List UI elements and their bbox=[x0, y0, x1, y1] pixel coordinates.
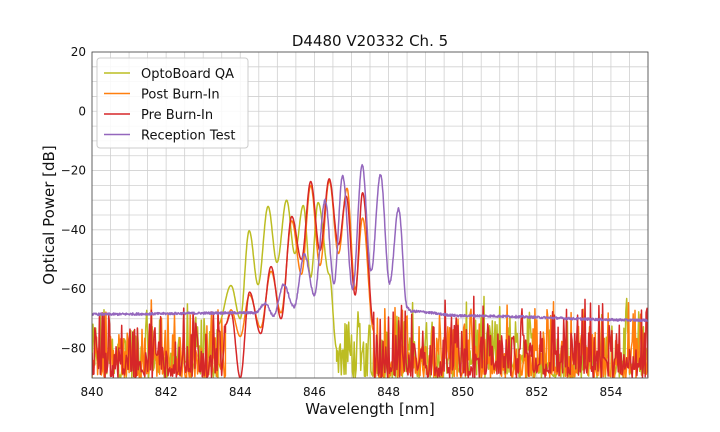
y-tick-label: −60 bbox=[61, 282, 86, 296]
x-axis-label: Wavelength [nm] bbox=[305, 400, 435, 418]
x-tick-label: 854 bbox=[599, 385, 622, 399]
legend: OptoBoard QA Post Burn-In Pre Burn-In Recep… bbox=[96, 57, 249, 149]
x-tick-label: 846 bbox=[303, 385, 326, 399]
legend-label: OptoBoard QA bbox=[141, 67, 234, 82]
x-tick-label: 850 bbox=[451, 385, 474, 399]
legend-label: Reception Test bbox=[141, 129, 235, 144]
x-tick-label: 852 bbox=[525, 385, 548, 399]
x-tick-label: 848 bbox=[377, 385, 400, 399]
plot-frame bbox=[91, 51, 649, 379]
legend-label: Post Burn-In bbox=[141, 88, 220, 103]
x-tick-label: 842 bbox=[155, 385, 178, 399]
series-line-reception-test bbox=[92, 163, 648, 323]
y-tick-label: −40 bbox=[61, 223, 86, 237]
series-line-pre-burn-in bbox=[92, 178, 648, 378]
legend-box bbox=[96, 57, 249, 149]
y-tick-label: −80 bbox=[61, 341, 86, 355]
y-tick-label: −20 bbox=[61, 164, 86, 178]
x-tick-label: 844 bbox=[229, 385, 252, 399]
tick-labels: 840 842 844 846 848 850 852 854 20 0 −20 −40 −60 −80 bbox=[61, 45, 623, 399]
y-tick-label: 0 bbox=[78, 104, 86, 118]
legend-label: Pre Burn-In bbox=[141, 108, 213, 123]
chart-title: D4480 V20332 Ch. 5 bbox=[292, 32, 448, 50]
x-tick-label: 840 bbox=[81, 385, 104, 399]
y-axis-label: Optical Power [dB] bbox=[40, 145, 58, 284]
series-lines bbox=[92, 163, 648, 378]
y-tick-label: 20 bbox=[71, 45, 86, 59]
